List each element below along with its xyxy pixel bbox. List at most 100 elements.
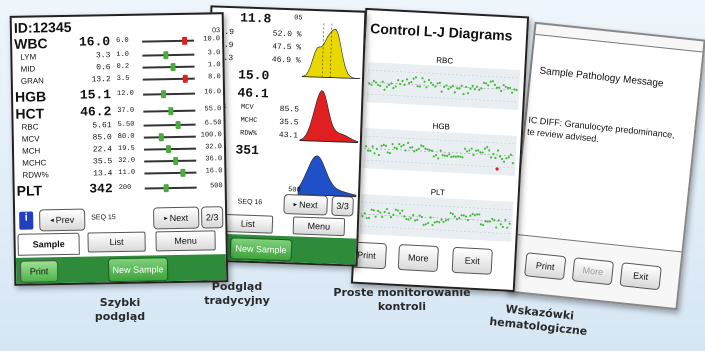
lj-point [468, 149, 471, 152]
control-lj-panel: Control L-J Diagrams RBC HGB PLT Print Mor… [350, 7, 530, 293]
parameter-value: 85.0 [92, 133, 112, 143]
range-low: 80.0 [117, 132, 135, 142]
lj-point [473, 214, 476, 217]
lj-point [447, 218, 450, 221]
range-bars: 6.0 10.0 03 1.0 3.0 0.2 1.0 3.5 8.0 12.0 16.0 37.0 5… [116, 26, 223, 198]
more-button[interactable]: More [571, 257, 615, 286]
parameter-value: 0.6 [96, 63, 111, 73]
lj-point [418, 85, 421, 88]
range-bar-row: 11.0 16.0 [118, 167, 222, 179]
patient-id: ID:12345 [13, 18, 72, 36]
value-main: 15.0 [237, 67, 270, 84]
range-high: 100.0 [200, 131, 222, 140]
new-sample-button[interactable]: New Sample [229, 237, 293, 262]
tab-list[interactable]: List [87, 231, 146, 253]
lj-point [425, 86, 428, 89]
range-marker [173, 156, 179, 166]
lj-point [385, 85, 388, 88]
lj-chart-label: PLT [431, 188, 446, 198]
lj-point [409, 217, 412, 220]
tab-menu[interactable]: Menu [155, 230, 216, 252]
value-row: 11.8 [214, 9, 305, 28]
range-bar-row: 0.2 1.0 [116, 61, 221, 73]
lj-point [495, 226, 498, 229]
lj-point [502, 84, 505, 87]
tab-sample[interactable]: Sample [17, 232, 80, 256]
info-icon[interactable]: i [19, 211, 34, 230]
lj-point [405, 78, 409, 81]
lj-point [466, 92, 470, 95]
lj-point [474, 149, 478, 152]
range-high: 3.0 [207, 49, 221, 58]
lj-point [365, 216, 368, 220]
parameter-name: GRAN [20, 76, 45, 86]
exit-button[interactable]: Exit [619, 262, 662, 291]
tab-menu[interactable]: Menu [292, 216, 346, 237]
lj-point [428, 149, 431, 152]
lj-point [426, 148, 429, 151]
range-marker [182, 36, 188, 45]
range-bar [144, 159, 197, 163]
value-row: 7.3 46.9 % [212, 53, 302, 66]
lj-point [506, 86, 510, 90]
lj-point [375, 147, 379, 151]
parameter-name: HGB [14, 88, 47, 105]
parameter-value: 46.2 [80, 104, 112, 120]
print-button[interactable]: Print [19, 260, 59, 283]
lj-point [460, 214, 463, 217]
value-main: 351 [235, 142, 260, 159]
lj-point [440, 90, 443, 93]
lj-point [443, 154, 447, 157]
lj-point [488, 149, 491, 152]
lj-point [408, 146, 412, 149]
lj-point [403, 83, 406, 87]
page-indicator[interactable]: 2/3 [201, 206, 224, 229]
lj-point [451, 212, 454, 216]
tab-list[interactable]: List [222, 213, 274, 234]
lj-point [442, 220, 445, 224]
parameter-name: RBC [21, 122, 39, 132]
page-indicator[interactable]: 3/3 [331, 195, 354, 217]
lj-point [508, 222, 511, 225]
lj-point [459, 155, 462, 158]
more-button[interactable]: More [397, 243, 439, 273]
exit-button[interactable]: Exit [451, 246, 493, 275]
lj-point [455, 218, 459, 221]
range-bar [142, 65, 195, 69]
lj-point [478, 88, 481, 91]
lj-point [392, 213, 395, 216]
lj-point [504, 85, 507, 88]
lj-point [460, 84, 463, 87]
parameter-name: MCH [21, 146, 41, 156]
lj-point [443, 85, 446, 88]
prev-label: Prev [55, 214, 75, 226]
next-button[interactable]: ▸ Next [153, 206, 200, 230]
range-bar-row: 80.0 100.0 [118, 131, 222, 143]
lj-point [479, 151, 482, 154]
lj-point [466, 218, 470, 222]
lj-point [402, 143, 405, 147]
parameter-value: 5.61 [92, 121, 112, 131]
next-button[interactable]: ▸ Next [283, 194, 328, 216]
lj-point [507, 156, 510, 159]
next-label: Next [169, 212, 189, 224]
lj-point [475, 213, 479, 216]
print-button[interactable]: Print [524, 252, 567, 281]
range-low: 37.0 [117, 106, 135, 116]
range-low: 12.0 [116, 89, 134, 99]
lj-point [373, 152, 376, 155]
value-row: 1.9 47.5 % [213, 40, 303, 53]
range-high: 10.0 [203, 35, 221, 44]
parameter-value: 16.0 [78, 34, 111, 50]
prev-button[interactable]: ◂ Prev [39, 208, 86, 232]
quick-view-panel: ID:12345 WBC 16.0 LYM 3.3 MID 0.6 GRAN 13.2 HGB 1… [9, 12, 229, 286]
range-low: 6.0 [116, 36, 129, 46]
parameter-value: 35.5 [92, 157, 113, 167]
range-low: 3.5 [116, 74, 130, 84]
lj-point [458, 87, 461, 90]
new-sample-button[interactable]: New Sample [107, 257, 169, 283]
lj-point [371, 145, 374, 148]
lj-point [484, 220, 487, 223]
lj-point [387, 212, 391, 215]
lj-point [453, 215, 457, 218]
